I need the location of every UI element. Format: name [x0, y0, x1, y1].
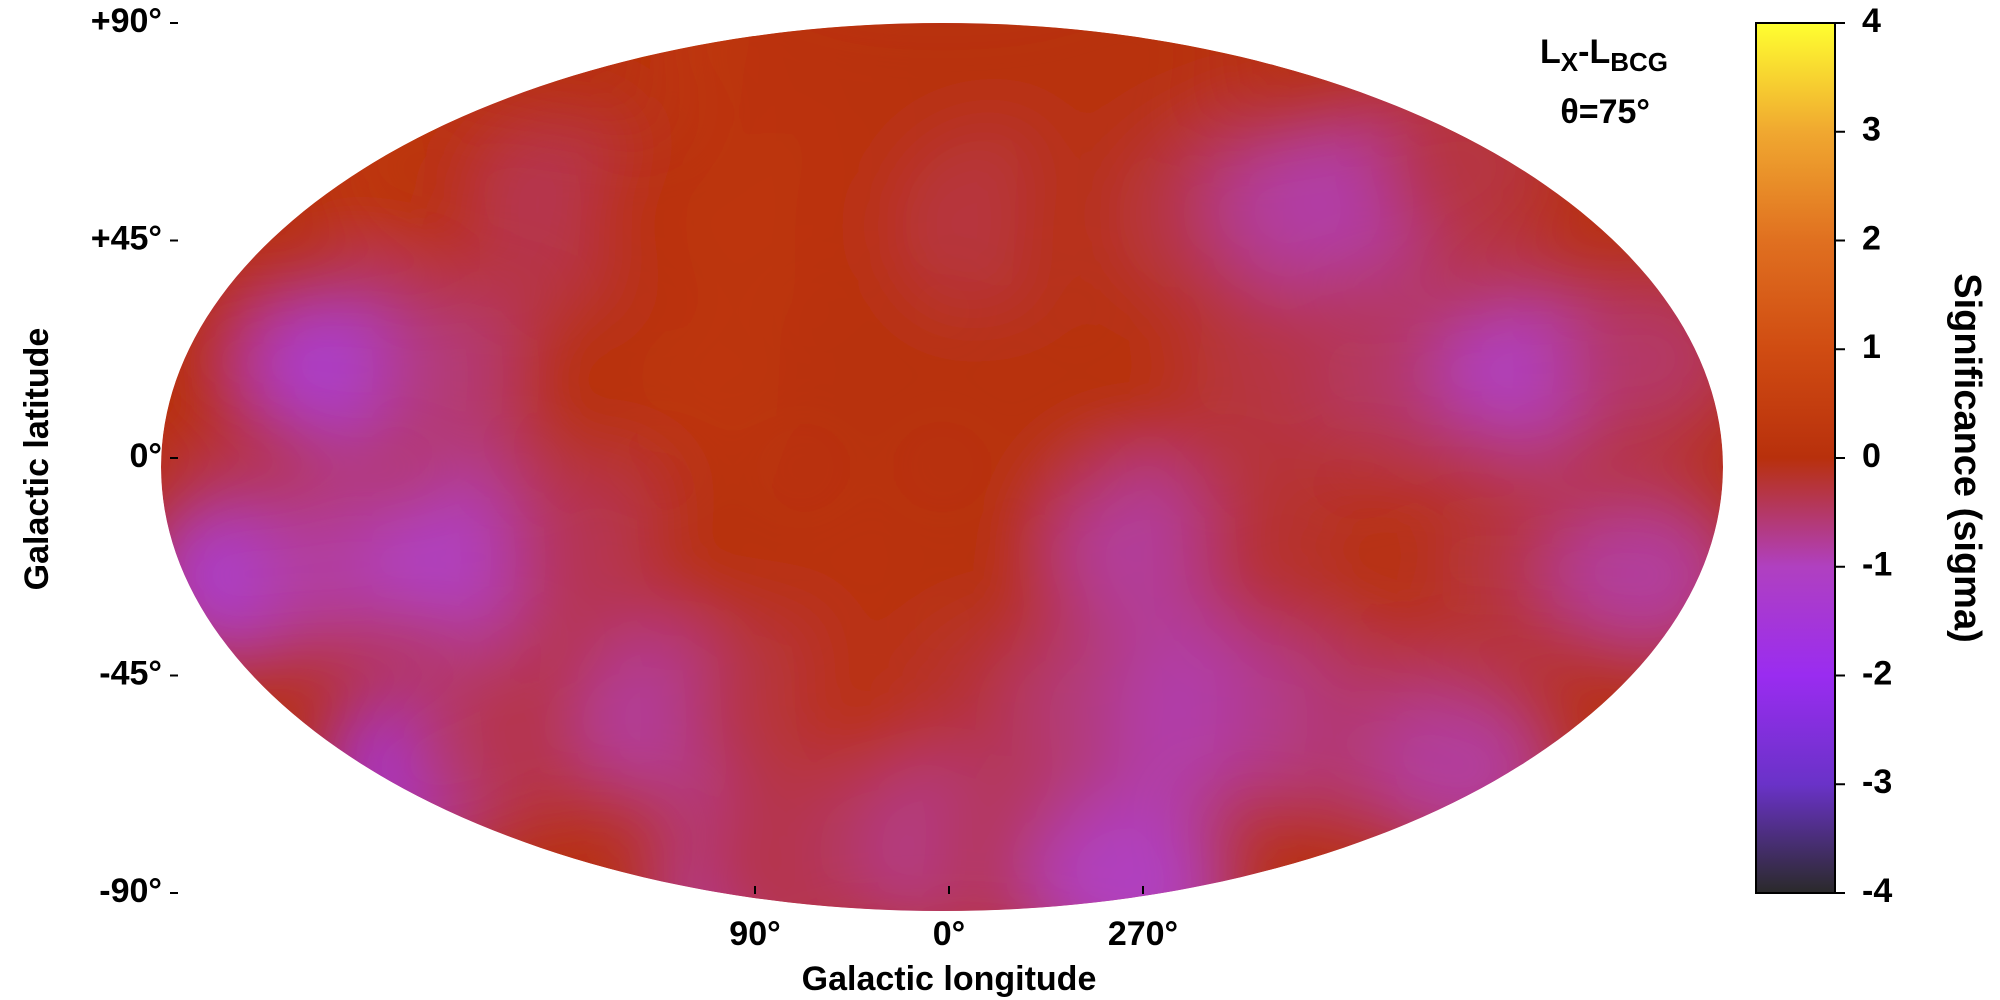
sky-cell [1551, 268, 1723, 449]
y-tick-label: +90° [91, 2, 162, 40]
sky-cell [917, 459, 1108, 640]
y-tick-label: +45° [91, 219, 162, 257]
y-tick-label: -45° [99, 654, 162, 692]
sky-cell [1370, 677, 1561, 858]
sky-cell [776, 459, 967, 640]
colorbar-tick-label: 3 [1862, 111, 1881, 149]
colorbar-tick-label: -3 [1862, 763, 1892, 801]
colorbar-tick-label: 0 [1862, 437, 1881, 475]
sky-cell [1044, 23, 1235, 136]
colorbar-tick-label: -2 [1862, 654, 1892, 692]
title-part: -L [1578, 33, 1610, 71]
x-tick-label: 90° [729, 915, 780, 953]
colorbar [1755, 22, 1836, 894]
y-tick-label: -90° [99, 872, 162, 910]
colorbar-label: Significance (sigma) [1946, 273, 1988, 643]
x-axis-label: Galactic longitude [802, 960, 1097, 998]
sky-cell [1056, 293, 1247, 474]
sky-cell [917, 294, 1108, 475]
colorbar-tick-label: -1 [1862, 546, 1892, 584]
title-part: L [1540, 33, 1561, 71]
sky-cell [501, 463, 692, 644]
colorbar-tick-label: 2 [1862, 219, 1881, 257]
title-part: BCG [1610, 47, 1668, 77]
sky-cell [501, 290, 692, 471]
y-tick-label: 0° [129, 437, 162, 475]
x-tick-label: 270° [1108, 915, 1178, 953]
sky-cell [637, 293, 828, 474]
sky-cell [1044, 798, 1235, 911]
annotation: θ=75° [1560, 93, 1650, 131]
colorbar-tick-label: -4 [1862, 872, 1892, 910]
sky-cell [1370, 76, 1561, 257]
sky-cell [637, 460, 828, 641]
sky-cell [776, 294, 967, 475]
colorbar-tick-label: 4 [1862, 2, 1881, 40]
sky-map [161, 23, 1723, 911]
y-axis-label: Galactic latitude [18, 328, 56, 591]
x-tick-label: 0° [933, 915, 966, 953]
sky-cell [1551, 485, 1723, 666]
title-part: X [1561, 47, 1579, 77]
colorbar-tick-label: 1 [1862, 328, 1881, 366]
chart-title: LX-LBCG [1540, 33, 1668, 77]
sky-cell [1056, 460, 1247, 641]
